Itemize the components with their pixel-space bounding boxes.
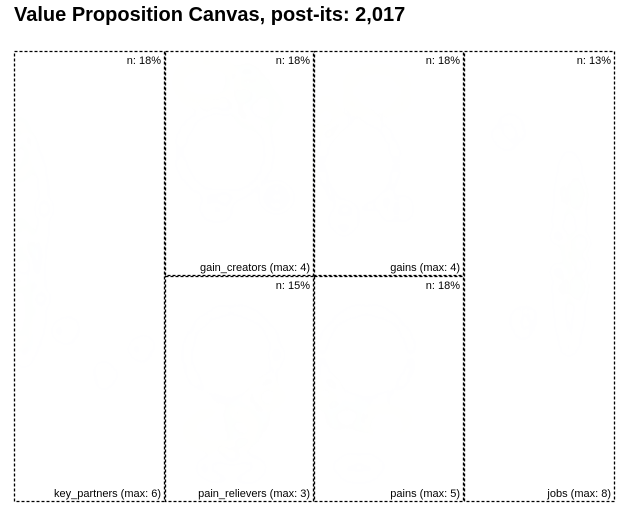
density-hotspot — [321, 309, 412, 401]
density-hotspot — [97, 366, 113, 385]
panel-share-label: n: 18% — [276, 55, 310, 67]
panel-border — [13, 50, 166, 503]
density-hotspot — [205, 199, 230, 218]
panel-border — [313, 275, 465, 503]
density-hotspot — [187, 309, 277, 401]
density-hotspot — [229, 71, 265, 99]
panel-gain_creators: n: 18% gain_creators (max: 4) — [164, 50, 315, 277]
density-hotspot — [57, 321, 76, 340]
panel-border — [164, 50, 315, 277]
panel-heat — [314, 69, 409, 229]
panel-name-label: jobs (max: 8) — [546, 488, 611, 500]
density-hotspot — [202, 456, 262, 480]
density-hotspot — [347, 69, 407, 114]
panel-heat — [176, 62, 289, 218]
density-hotspot — [363, 409, 409, 437]
panel-border — [463, 50, 616, 503]
panel-share-label: n: 13% — [577, 55, 611, 67]
density-hotspot — [314, 102, 338, 135]
panel-gains: n: 18% gains (max: 4) — [313, 50, 465, 277]
panel-key_partners: n: 18% key_partners (max: 6) — [13, 50, 166, 503]
density-hotspot — [557, 154, 582, 354]
panel-heat — [14, 123, 150, 385]
panel-name-label: key_partners (max: 6) — [54, 488, 161, 500]
panel-pains: n: 18% pains (max: 5) — [313, 275, 465, 503]
chart-title: Value Proposition Canvas, post-its: 2,01… — [14, 4, 406, 26]
density-hotspot — [329, 404, 365, 428]
panel-name-label: gain_creators (max: 4) — [200, 262, 310, 274]
panel-border — [164, 275, 315, 503]
density-hotspot — [497, 118, 522, 146]
panel-share-label: n: 18% — [127, 55, 161, 67]
density-hotspot — [134, 339, 150, 358]
density-hotspot — [333, 210, 355, 229]
panel-heat — [314, 309, 412, 478]
panel-border — [313, 50, 465, 277]
panel-jobs: n: 13% jobs (max: 8) — [463, 50, 616, 503]
density-hotspot — [336, 459, 382, 478]
density-hotspot — [515, 308, 534, 336]
panel-name-label: gains (max: 4) — [390, 262, 460, 274]
panel-share-label: n: 15% — [276, 280, 310, 292]
panel-heat — [497, 118, 582, 354]
density-hotspot — [179, 107, 270, 198]
density-hotspot — [176, 62, 237, 103]
panel-name-label: pain_relievers (max: 3) — [198, 488, 310, 500]
panel-share-label: n: 18% — [426, 55, 460, 67]
density-hotspot — [264, 188, 289, 207]
density-hotspot — [14, 235, 42, 363]
panel-heat — [187, 309, 280, 480]
density-hotspot — [384, 199, 409, 218]
density-hotspot — [314, 382, 338, 405]
panel-pain_relievers: n: 15% pain_relievers (max: 3) — [164, 275, 315, 503]
panel-share-label: n: 18% — [426, 280, 460, 292]
density-hotspot — [321, 118, 397, 209]
density-hotspot — [229, 404, 265, 441]
panel-name-label: pains (max: 5) — [390, 488, 460, 500]
